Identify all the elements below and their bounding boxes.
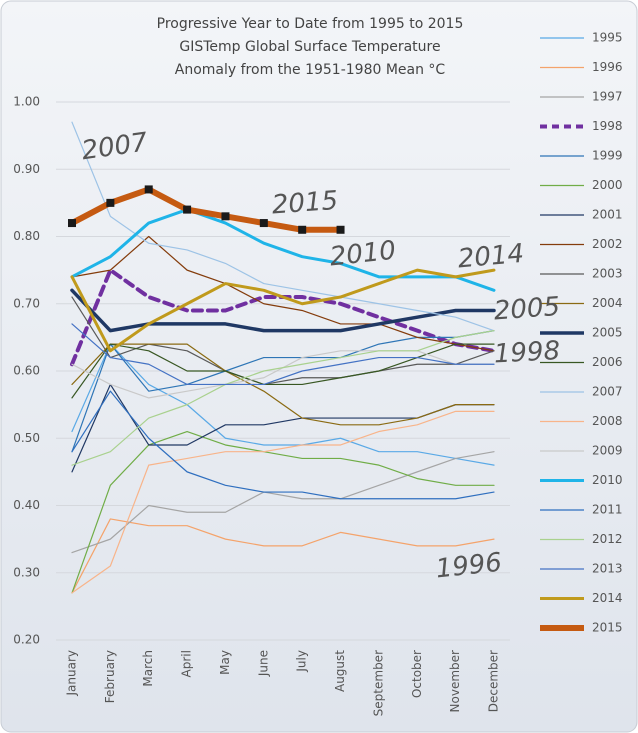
legend-label: 2006	[592, 355, 623, 369]
y-tick-label: 0.30	[13, 565, 40, 579]
legend-label: 2005	[592, 326, 623, 340]
series-line	[70, 208, 496, 292]
x-tick-label: October	[410, 650, 424, 698]
y-tick-label: 0.50	[13, 431, 40, 445]
legend-label: 2010	[592, 473, 623, 487]
y-tick-label: 0.60	[13, 364, 40, 378]
series-line	[71, 121, 495, 332]
series-line	[71, 430, 495, 594]
legend-label: 2009	[592, 444, 623, 458]
legend-label: 1998	[592, 119, 623, 133]
y-tick-label: 0.70	[13, 296, 40, 310]
series-line	[71, 343, 495, 466]
legend-label: 2011	[592, 503, 623, 517]
series-line	[70, 288, 496, 333]
x-tick-label: September	[371, 650, 385, 716]
series-line	[71, 296, 495, 386]
legend-label: 2013	[592, 562, 623, 576]
legend-label: 2007	[592, 385, 623, 399]
series-line	[71, 330, 495, 466]
series-line	[71, 235, 495, 352]
legend-label: 1997	[592, 90, 623, 104]
series-line	[71, 410, 495, 594]
legend-label: 1996	[592, 60, 623, 74]
point-marker	[183, 205, 192, 214]
point-marker	[259, 219, 268, 228]
chart-title: Progressive Year to Date from 1995 to 20…	[157, 16, 464, 32]
legend-label: 2003	[592, 267, 623, 281]
point-marker	[298, 225, 307, 234]
x-tick-label: August	[333, 650, 347, 692]
chart-title: Anomaly from the 1951-1980 Mean °C	[175, 62, 446, 78]
point-marker	[336, 225, 345, 234]
y-tick-label: 0.40	[13, 498, 40, 512]
legend-label: 2004	[592, 296, 623, 310]
series-line	[71, 343, 495, 426]
series-line	[70, 268, 496, 353]
legend-label: 2015	[592, 621, 623, 635]
x-tick-label: January	[65, 650, 79, 697]
legend-label: 1999	[592, 149, 623, 163]
x-tick-label: April	[180, 650, 194, 677]
x-tick-label: May	[218, 650, 232, 675]
series-line	[71, 451, 495, 554]
series-line	[71, 323, 495, 386]
legend-label: 2012	[592, 532, 623, 546]
legend-label: 2008	[592, 414, 623, 428]
series-line	[71, 518, 495, 594]
legend-label: 2001	[592, 208, 623, 222]
legend-label: 2002	[592, 237, 623, 251]
x-tick-label: July	[295, 650, 309, 673]
series-line	[71, 343, 495, 399]
chart-title: GISTemp Global Surface Temperature	[179, 39, 440, 55]
legend-label: 2000	[592, 178, 623, 192]
legend-label: 2014	[592, 591, 623, 605]
x-tick-label: February	[103, 650, 117, 703]
x-tick-label: March	[141, 650, 155, 687]
y-tick-label: 0.90	[13, 162, 40, 176]
point-marker	[221, 212, 230, 221]
y-tick-label: 1.00	[13, 95, 40, 109]
annotation: 2010	[328, 236, 397, 273]
annotation: 2005	[493, 292, 561, 327]
annotation: 1998	[493, 336, 561, 369]
x-tick-label: June	[256, 650, 270, 677]
series-line	[71, 390, 495, 500]
legend-label: 1995	[592, 31, 623, 45]
annotation: 2015	[271, 186, 339, 221]
annotation: 2014	[457, 239, 526, 275]
y-tick-label: 0.20	[13, 633, 40, 647]
x-tick-label: November	[448, 650, 462, 712]
point-marker	[106, 198, 115, 207]
point-marker	[68, 219, 76, 228]
x-tick-label: December	[487, 650, 501, 712]
series-line	[69, 186, 344, 233]
annotation: 1996	[434, 548, 503, 585]
series-line	[71, 330, 495, 453]
y-tick-label: 0.80	[13, 229, 40, 243]
point-marker	[144, 185, 153, 194]
